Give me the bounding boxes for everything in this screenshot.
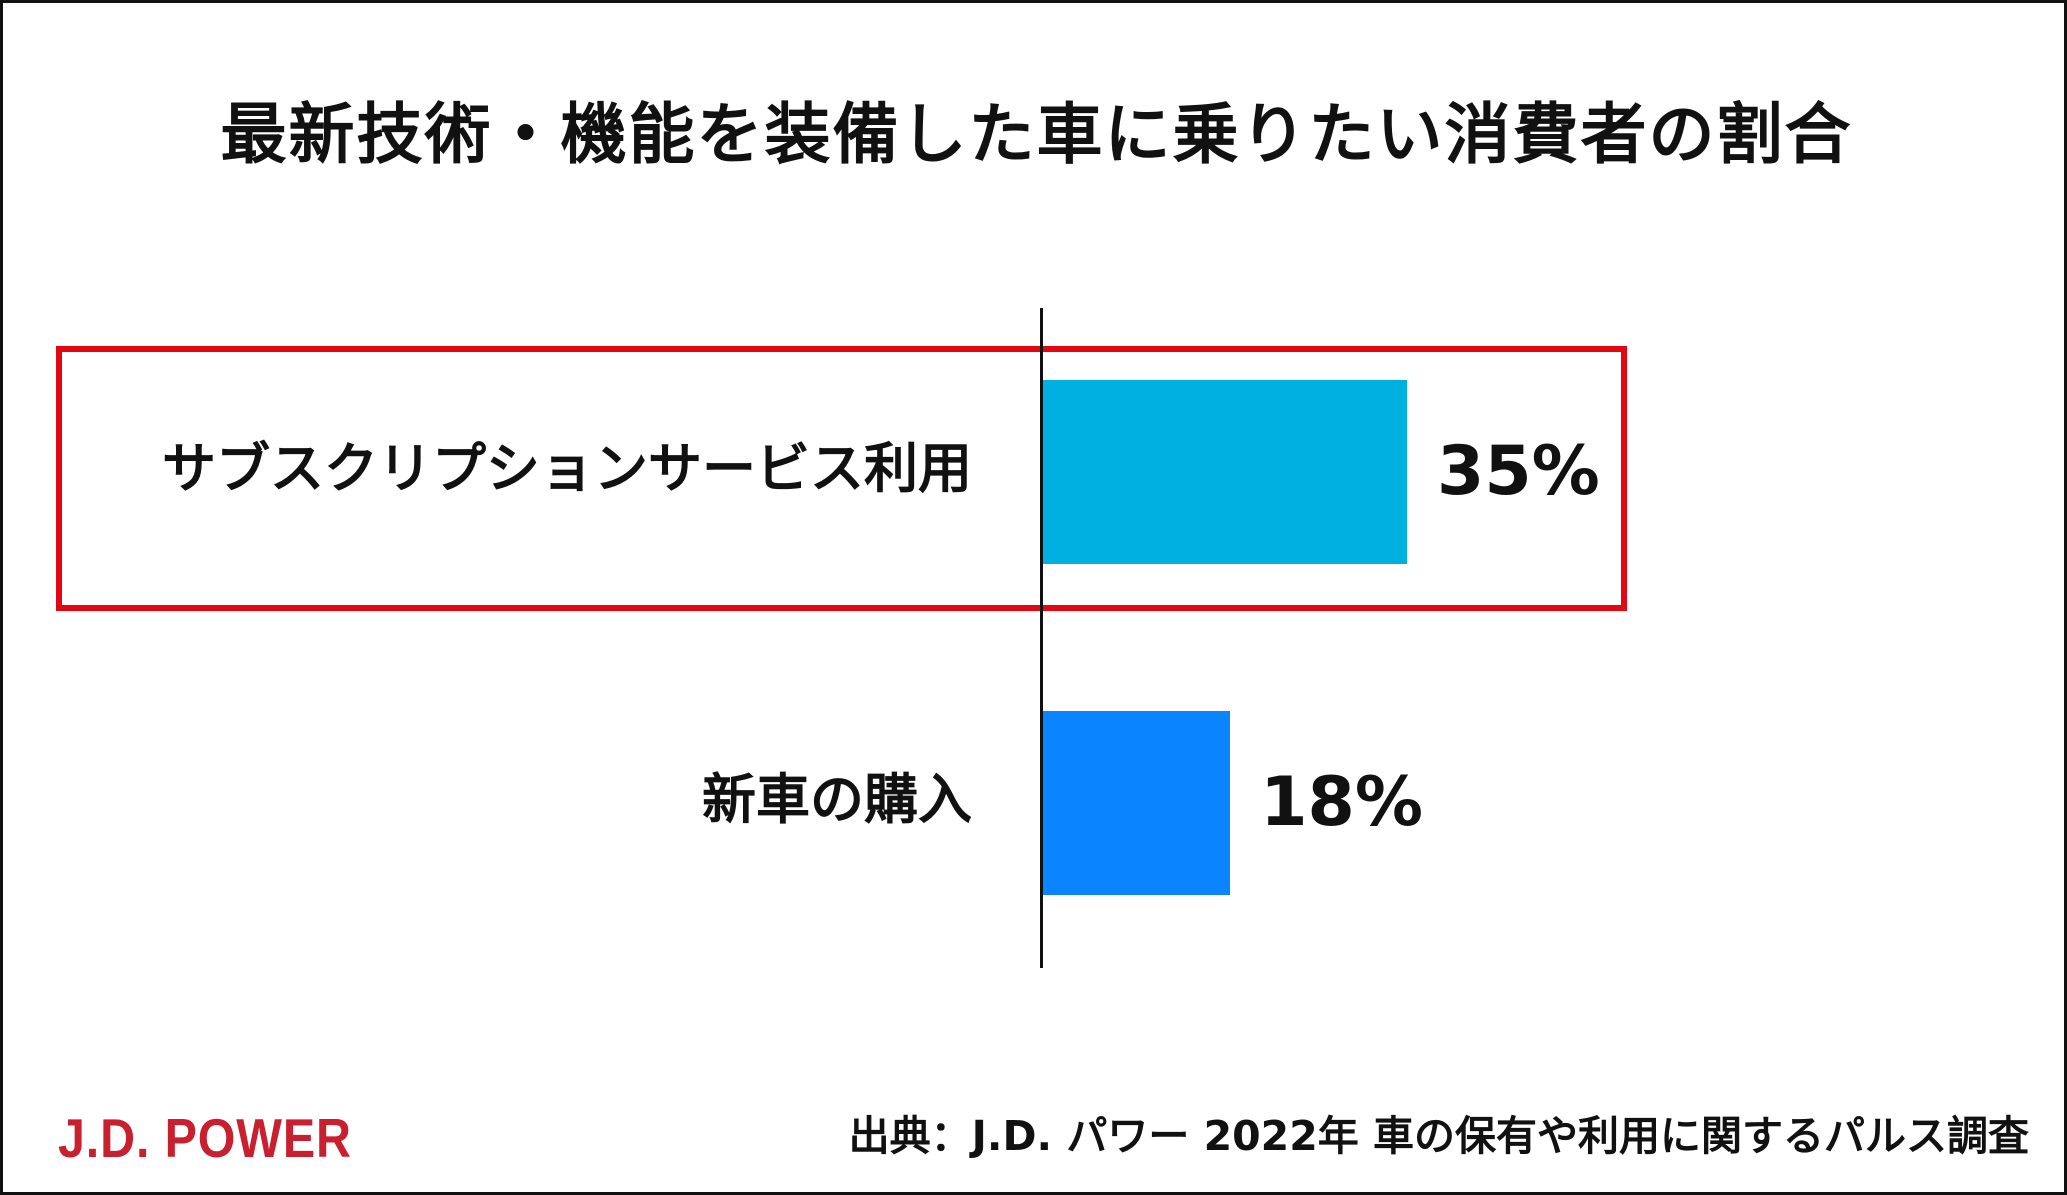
value-label-1: 35%: [1437, 432, 1600, 511]
bar-2: [1043, 711, 1231, 895]
bar-1: [1043, 380, 1407, 564]
highlight-box: [56, 346, 1627, 611]
category-label-2: 新車の購入: [702, 768, 972, 831]
chart-title: 最新技術・機能を装備した車に乗りたい消費者の割合: [220, 96, 1853, 173]
source-note: 出典：J.D. パワー 2022年 車の保有や利用に関するパルス調査: [848, 1112, 2029, 1160]
jd-power-logo: J.D. POWER: [58, 1107, 352, 1169]
value-label-2: 18%: [1260, 763, 1423, 842]
category-label-1: サブスクリプションサービス利用: [162, 437, 972, 500]
category-axis-line: [1040, 308, 1043, 968]
